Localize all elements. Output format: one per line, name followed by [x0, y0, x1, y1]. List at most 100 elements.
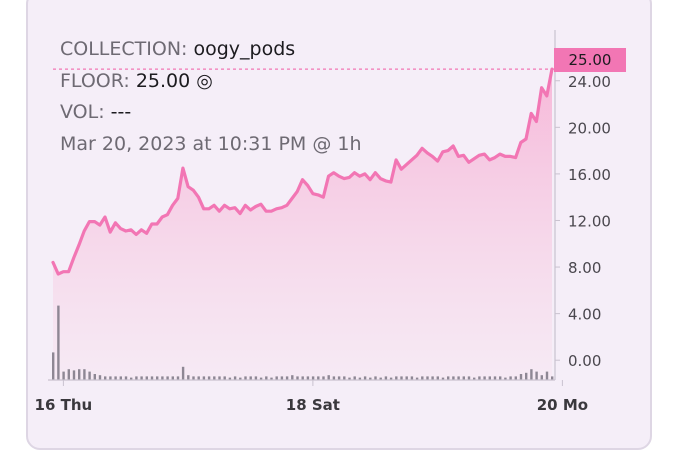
volume-bar: [124, 376, 128, 380]
volume-bar: [322, 376, 325, 380]
vol-row: VOL: ---: [60, 101, 131, 123]
volume-bar: [296, 376, 299, 380]
volume-bar: [259, 377, 263, 380]
volume-bar: [436, 376, 439, 380]
volume-bar: [369, 377, 372, 380]
volume-bar: [379, 377, 382, 380]
timestamp: Mar 20, 2023 at 10:31 PM @ 1h: [60, 133, 362, 155]
collection-name: oogy_pods: [193, 38, 296, 60]
volume-bar: [452, 376, 455, 380]
volume-bar: [88, 371, 91, 380]
volume-bar: [400, 376, 403, 380]
volume-bar: [52, 352, 55, 380]
volume-bar: [306, 376, 310, 380]
volume-bar: [244, 376, 247, 380]
y-tick-label: 20.00: [568, 119, 611, 137]
volume-bar: [405, 376, 408, 380]
volume-bar: [348, 377, 351, 380]
volume-bar: [145, 376, 148, 380]
volume-bar: [213, 376, 216, 380]
volume-bar: [462, 376, 465, 380]
x-tick-label: 18 Sat: [286, 396, 340, 414]
volume-bar: [551, 376, 554, 380]
volume-bar: [171, 376, 174, 380]
x-tick-label: 20 Mo: [537, 396, 588, 414]
volume-bar: [488, 376, 491, 380]
volume-bar: [83, 369, 86, 380]
volume-bar: [332, 376, 336, 380]
volume-bar: [389, 377, 393, 380]
volume-bar: [493, 376, 497, 380]
volume-bar: [270, 377, 273, 380]
volume-bar: [104, 376, 107, 380]
volume-bar: [499, 376, 502, 380]
volume-bar: [197, 376, 200, 380]
volume-bar: [181, 366, 185, 380]
volume-bar: [509, 376, 512, 380]
volume-bar: [78, 369, 81, 380]
volume-bar: [98, 375, 102, 380]
floor-value: 25.00: [135, 70, 191, 92]
volume-bar: [384, 376, 388, 380]
volume-bar: [535, 371, 538, 380]
volume-bar: [130, 377, 133, 380]
volume-bar: [239, 377, 242, 380]
volume-bar: [150, 376, 154, 380]
volume-bar: [514, 376, 517, 380]
volume-bar: [93, 374, 96, 380]
volume-bar: [218, 376, 221, 380]
volume-bar: [311, 376, 315, 380]
volume-bar: [285, 376, 289, 380]
y-tick-label: 16.00: [568, 166, 611, 184]
volume-bar: [265, 376, 268, 380]
volume-bar: [545, 371, 549, 380]
volume-bar: [421, 376, 424, 380]
floor-row: FLOOR: 25.00 ◎: [60, 70, 213, 92]
volume-bar: [72, 370, 76, 380]
volume-bar: [317, 376, 320, 380]
collection-row: COLLECTION: oogy_pods: [60, 38, 295, 60]
floor-label: FLOOR:: [60, 70, 130, 92]
volume-bar: [457, 376, 460, 380]
volume-bar: [337, 376, 341, 380]
vol-label: VOL:: [60, 101, 105, 123]
volume-bar: [207, 376, 211, 380]
circle-target-icon: ◎: [196, 70, 213, 92]
volume-bar: [374, 376, 377, 380]
volume-bar: [431, 376, 434, 380]
y-tick-label: 4.00: [568, 306, 601, 324]
y-tick-label: 0.00: [568, 352, 601, 370]
volume-bar: [540, 375, 543, 380]
price-chart[interactable]: 0.00 4.00 8.00 12.00 16.00 20.00 24.00 16 Thu 1…: [0, 0, 680, 428]
volume-bar: [447, 376, 450, 380]
volume-bar: [343, 376, 346, 380]
volume-bar: [410, 376, 414, 380]
volume-bar: [254, 376, 258, 380]
volume-bar: [156, 376, 159, 380]
volume-bar: [291, 375, 294, 380]
volume-bar: [62, 371, 65, 380]
vol-value: ---: [110, 101, 132, 123]
current-price-tag: 25.00: [554, 48, 626, 72]
volume-bar: [280, 376, 284, 380]
volume-bar: [135, 376, 138, 380]
volume-bar: [473, 377, 476, 380]
volume-bar: [415, 377, 419, 380]
volume-bar: [114, 376, 117, 380]
volume-bar: [275, 376, 278, 380]
volume-bar: [119, 376, 122, 380]
volume-bar: [187, 375, 190, 380]
volume-bar: [478, 376, 481, 380]
y-tick-label: 24.00: [568, 73, 611, 91]
price-area: [53, 69, 552, 380]
price-line: [51, 67, 554, 276]
volume-bar: [483, 376, 486, 380]
volume-bar: [327, 375, 330, 380]
volume-bar: [166, 376, 169, 380]
volume-bar: [202, 376, 206, 380]
volume-bar: [504, 377, 507, 380]
volume-bar: [228, 377, 232, 380]
y-tick-label: 12.00: [568, 212, 611, 230]
volume-bar: [67, 369, 70, 380]
volume-bar: [426, 376, 429, 380]
